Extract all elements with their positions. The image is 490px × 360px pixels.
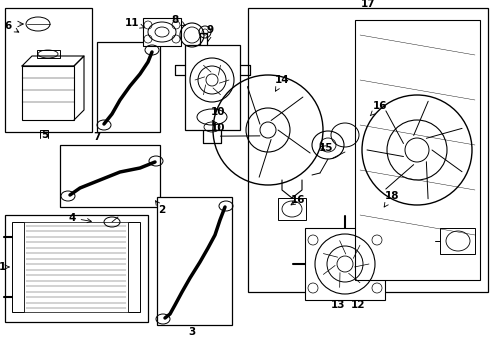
Bar [5,8,92,132]
Bar [24,222,128,312]
Text: 4: 4 [68,213,91,223]
Text: 15: 15 [319,143,333,153]
Text: 12: 12 [351,300,365,310]
Bar [12,222,24,312]
Bar [157,197,232,325]
Text: 13: 13 [331,300,345,310]
Bar [22,66,74,120]
Text: 11: 11 [125,18,145,28]
Text: 7: 7 [93,132,100,142]
Text: 6: 6 [4,21,19,32]
Text: 17: 17 [361,0,375,9]
Bar [440,228,475,254]
Text: 10: 10 [211,107,225,117]
Text: 14: 14 [275,75,289,91]
Text: 18: 18 [384,191,399,207]
Text: 2: 2 [155,201,166,215]
Bar [60,145,160,207]
Bar [5,215,148,322]
Bar [97,42,160,132]
Text: 5: 5 [41,130,49,140]
Bar [355,20,480,280]
Bar [278,198,306,220]
Bar [143,18,181,46]
Text: 8: 8 [172,15,185,26]
Text: 1: 1 [0,262,9,272]
Text: 16: 16 [291,195,305,205]
Bar [305,228,385,300]
Text: 16: 16 [370,101,387,116]
Text: 9: 9 [206,25,214,41]
Bar [185,45,240,130]
Text: 3: 3 [188,327,196,337]
Bar [37,50,60,58]
Bar [128,222,140,312]
Text: 10: 10 [211,120,225,133]
Bar [248,8,488,292]
